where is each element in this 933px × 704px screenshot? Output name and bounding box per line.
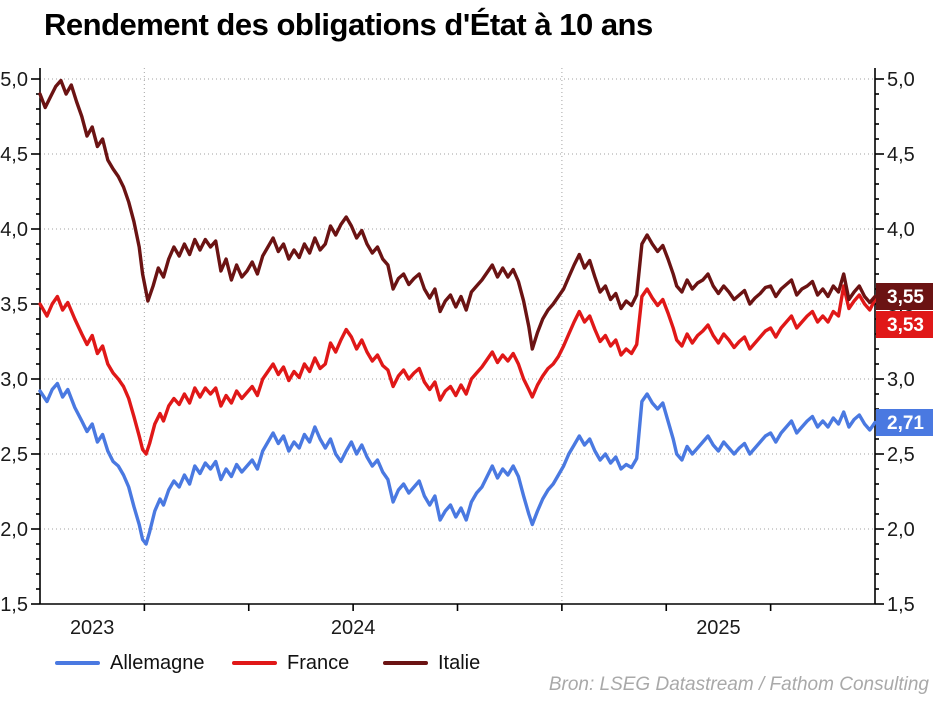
- end-label-box-allemagne: [876, 409, 933, 436]
- x-year-label: 2024: [331, 617, 376, 639]
- legend-label-france: France: [287, 651, 350, 674]
- y-tick-label-left: 5,0: [0, 69, 28, 91]
- y-tick-label-right: 4,0: [887, 219, 915, 241]
- legend: Allemagne France Italie: [0, 650, 933, 676]
- end-label-text-france: 3,53: [887, 315, 924, 336]
- legend-label-italie: Italie: [438, 651, 481, 674]
- y-tick-label-left: 1,5: [0, 594, 28, 616]
- legend-item-allemagne: Allemagne: [55, 650, 205, 676]
- end-label-text-italie: 3,55: [887, 287, 924, 308]
- y-tick-label-left: 4,5: [0, 144, 28, 166]
- y-tick-label-right: 2,0: [887, 519, 915, 541]
- y-tick-label-right: 2,5: [887, 444, 915, 466]
- y-tick-label-left: 3,0: [0, 369, 28, 391]
- end-label-box-italie: [876, 283, 933, 310]
- series-line-allemagne: [38, 381, 877, 546]
- y-tick-label-left: 2,5: [0, 444, 28, 466]
- series-line-italie: [38, 78, 877, 351]
- legend-label-allemagne: Allemagne: [110, 651, 205, 674]
- end-label-box-france: [876, 311, 933, 338]
- france-line-swatch: [232, 661, 277, 665]
- x-year-label: 2023: [70, 617, 115, 639]
- italie-line-swatch: [383, 661, 428, 665]
- y-tick-label-left: 4,0: [0, 219, 28, 241]
- y-tick-label-left: 3,5: [0, 294, 28, 316]
- legend-item-france: France: [232, 650, 349, 676]
- source-credit: Bron: LSEG Datastream / Fathom Consultin…: [548, 674, 929, 695]
- y-tick-label-right: 5,0: [887, 69, 915, 91]
- allemagne-line-swatch: [55, 661, 100, 665]
- legend-item-italie: Italie: [383, 650, 480, 676]
- y-tick-label-right: 1,5: [887, 594, 915, 616]
- chart-title: Rendement des obligations d'État à 10 an…: [44, 7, 653, 42]
- end-label-text-allemagne: 2,71: [887, 413, 924, 434]
- y-tick-label-left: 2,0: [0, 519, 28, 541]
- x-year-label: 2025: [696, 617, 741, 639]
- y-tick-label-right: 4,5: [887, 144, 915, 166]
- y-tick-label-right: 3,0: [887, 369, 915, 391]
- series-line-france: [38, 284, 877, 456]
